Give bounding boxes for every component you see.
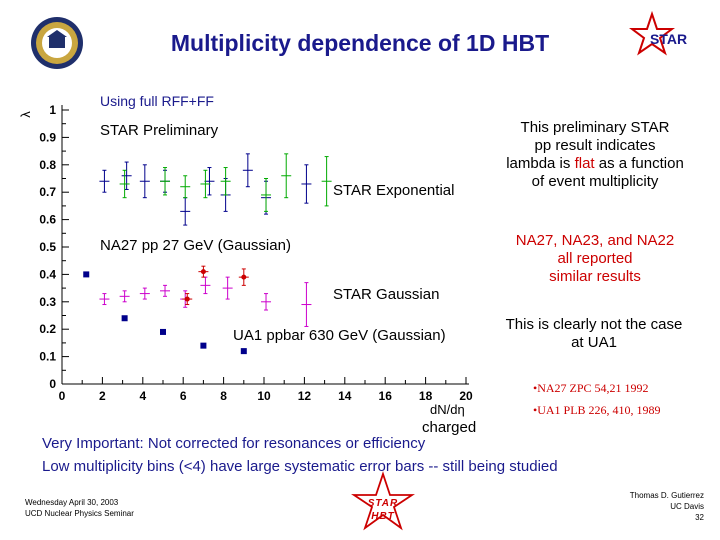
ua1-contrast-text: This is clearly not the case at UA1 — [505, 316, 683, 351]
x-axis-label: dN/dη — [430, 402, 465, 417]
star-preliminary-label: STAR Preliminary — [100, 122, 219, 139]
y-tick-label: 0.5 — [39, 240, 56, 254]
y-tick-label: 0.1 — [39, 350, 56, 364]
na27-label: NA27 pp 27 GeV (Gaussian) — [100, 237, 291, 254]
x-tick-label: 4 — [139, 389, 146, 403]
footer-star-text: STAR HBT — [367, 498, 399, 522]
data-point — [160, 328, 166, 335]
charged-label: charged — [422, 419, 477, 436]
important-note-1: Very Important: Not corrected for resona… — [42, 435, 426, 452]
ua1-label: UA1 ppbar 630 GeV (Gaussian) — [233, 327, 446, 344]
y-tick-label: 0.3 — [39, 295, 56, 309]
na-experiments-text: NA27, NA23, and NA22 all reported simila… — [515, 232, 675, 285]
full-rff-note: Using full RFF+FF — [100, 93, 214, 109]
data-point — [200, 342, 207, 349]
reference-ua1: •UA1 PLB 226, 410, 1989 — [533, 403, 661, 417]
uc-davis-seal-icon — [31, 17, 83, 69]
x-tick-label: 12 — [298, 389, 312, 403]
x-tick-label: 16 — [379, 389, 393, 403]
data-point-dot — [241, 274, 247, 280]
important-note-2: Low multiplicity bins (<4) have large sy… — [42, 458, 558, 475]
y-tick-label: 0 — [49, 377, 56, 391]
star-flat-text: This preliminary STAR pp result indicate… — [506, 119, 684, 190]
data-point-dot — [200, 269, 206, 275]
reference-na27: •NA27 ZPC 54,21 1992 — [533, 381, 649, 395]
data-point — [240, 348, 247, 355]
y-tick-label: 0.7 — [39, 185, 56, 199]
x-tick-label: 18 — [419, 389, 433, 403]
y-tick-label: 0.6 — [39, 213, 56, 227]
y-axis-label: λ — [17, 111, 33, 118]
x-tick-label: 10 — [257, 389, 271, 403]
data-point-dot — [184, 296, 190, 302]
y-tick-label: 0.2 — [39, 322, 56, 336]
y-tick-label: 1 — [49, 103, 56, 117]
star-logo-text: STAR — [650, 31, 688, 47]
data-point — [83, 271, 90, 278]
x-tick-label: 0 — [59, 389, 66, 403]
page-number: 32 — [695, 513, 704, 522]
x-tick-label: 14 — [338, 389, 352, 403]
x-tick-label: 6 — [180, 389, 187, 403]
footer-date: Wednesday April 30, 2003 UCD Nuclear Phy… — [25, 498, 134, 518]
star-gaussian-label: STAR Gaussian — [333, 286, 440, 303]
x-tick-label: 8 — [220, 389, 227, 403]
footer-star-icon — [351, 471, 415, 531]
star-logo-icon — [629, 10, 675, 56]
footer-author: Thomas D. Gutierrez UC Davis 32 — [560, 490, 704, 523]
x-tick-label: 20 — [459, 389, 473, 403]
x-tick-label: 2 — [99, 389, 106, 403]
y-tick-label: 0.4 — [39, 267, 56, 281]
y-tick-label: 0.8 — [39, 158, 56, 172]
data-point — [121, 315, 128, 322]
page-title: Multiplicity dependence of 1D HBT — [170, 30, 550, 56]
star-exponential-label: STAR Exponential — [333, 182, 455, 199]
y-tick-label: 0.9 — [39, 130, 56, 144]
